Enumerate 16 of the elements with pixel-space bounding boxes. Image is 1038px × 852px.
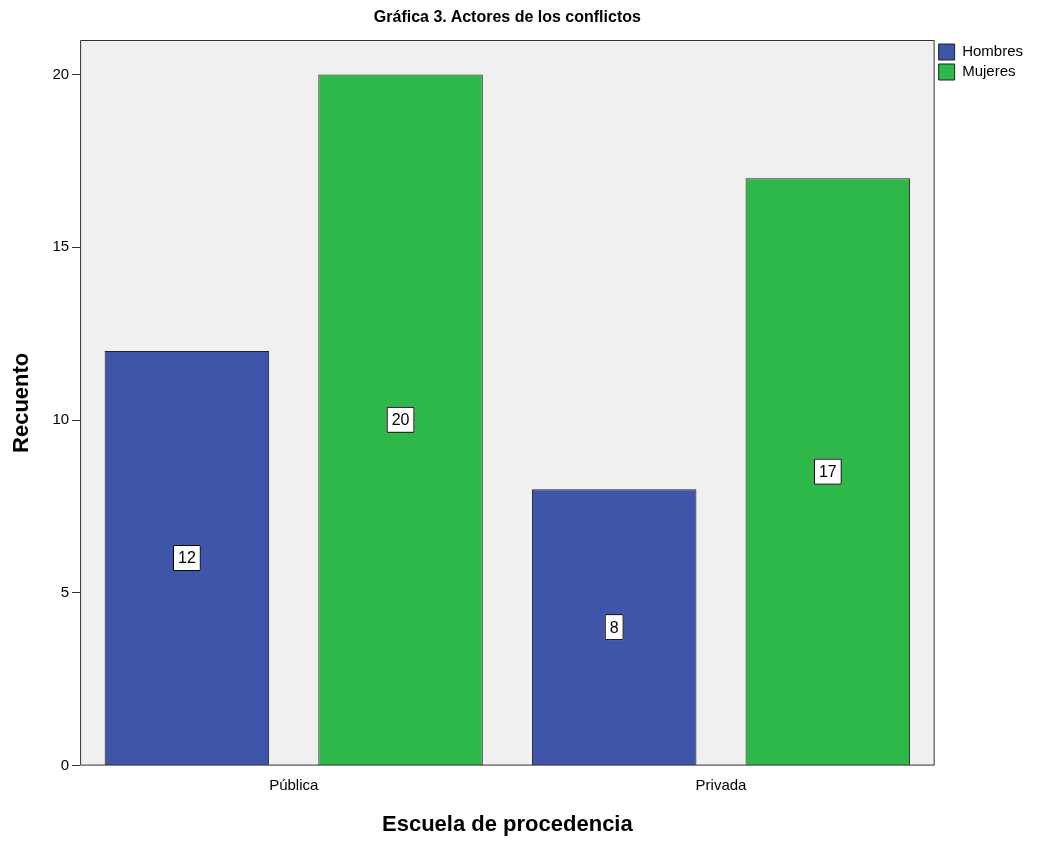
chart-title: Gráfica 3. Actores de los conflictos <box>373 8 641 26</box>
y-tick-label: 0 <box>60 755 70 773</box>
legend-label: Hombres <box>962 42 1024 60</box>
y-axis-title: Recuento <box>8 352 34 453</box>
y-tick-label: 20 <box>52 64 70 82</box>
data-label: 12 <box>178 549 196 567</box>
x-tick-label: Pública <box>269 775 319 793</box>
legend-label: Mujeres <box>962 62 1016 80</box>
data-label: 8 <box>609 618 619 636</box>
x-tick-label: Privada <box>695 775 748 793</box>
y-tick-label: 10 <box>52 410 70 428</box>
data-label: 17 <box>818 463 837 481</box>
y-tick-label: 15 <box>52 237 70 255</box>
x-axis-title: Escuela de procedencia <box>382 810 634 836</box>
y-tick-label: 5 <box>60 582 70 600</box>
data-label: 20 <box>391 411 410 429</box>
